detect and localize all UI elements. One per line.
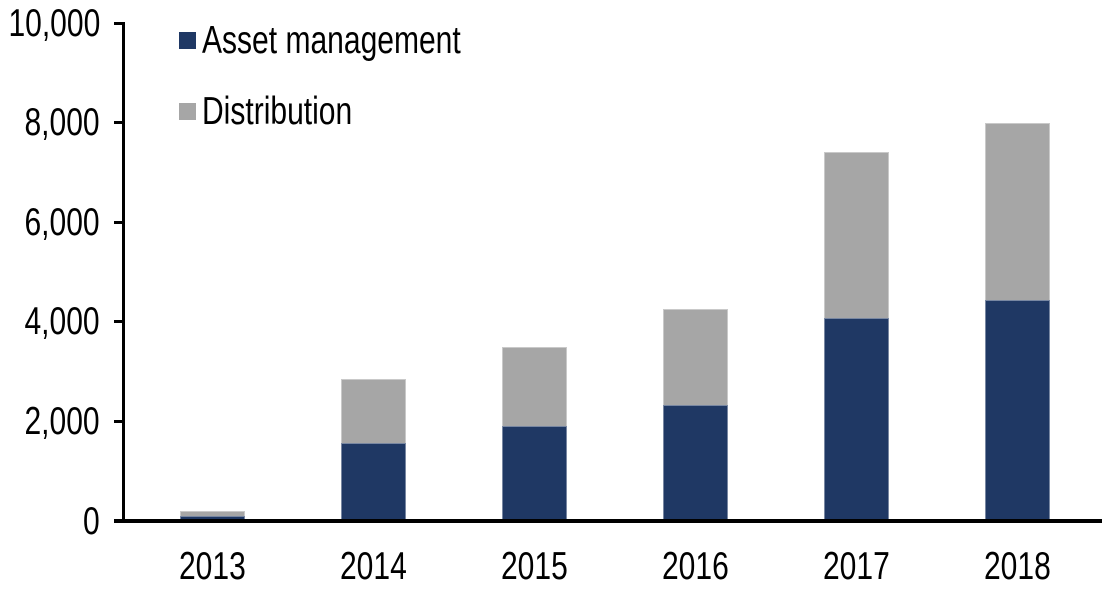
x-axis-tick-label-text: 2017 (823, 544, 890, 588)
bar-2014-asset-management (341, 443, 406, 521)
y-axis-tick-label-text: 10,000 (8, 1, 100, 45)
y-axis-tick (114, 21, 123, 25)
x-axis-tick-label: 2018 (938, 546, 1098, 586)
legend-swatch-distribution (179, 102, 196, 120)
x-axis-line (114, 519, 1102, 523)
x-axis-tick-label-text: 2014 (340, 544, 407, 588)
y-axis-tick-label-text: 2,000 (24, 399, 100, 443)
bar-2018-asset-management (985, 299, 1050, 521)
bar-2014-distribution (341, 378, 406, 444)
x-axis-tick-label: 2013 (133, 546, 293, 586)
y-axis-tick-label: 8,000 (0, 103, 100, 143)
y-axis-tick-label: 2,000 (0, 401, 100, 441)
x-axis-tick-label-text: 2013 (179, 544, 246, 588)
bar-2016-distribution (663, 309, 728, 405)
x-axis-tick-label: 2017 (777, 546, 937, 586)
x-axis-tick-label: 2014 (294, 546, 454, 586)
y-axis-tick-label-text: 6,000 (24, 200, 100, 244)
y-axis-tick-label: 0 (0, 501, 100, 541)
y-axis-tick (114, 121, 123, 125)
legend-swatch-asset-management (179, 31, 196, 49)
x-axis-tick-label: 2015 (455, 546, 615, 586)
y-axis-line (122, 22, 125, 523)
y-axis-tick-label-text: 0 (83, 499, 100, 543)
y-axis-tick-label: 4,000 (0, 302, 100, 342)
legend-label-asset-management: Asset management (202, 18, 461, 62)
y-axis-tick-label-text: 8,000 (24, 101, 100, 145)
bar-2013-distribution (180, 511, 245, 516)
y-axis-tick (114, 320, 123, 324)
y-axis-tick (114, 419, 123, 423)
y-axis-tick-label: 10,000 (0, 3, 100, 43)
y-axis-tick-label-text: 4,000 (24, 300, 100, 344)
x-axis-tick-label-text: 2018 (984, 544, 1051, 588)
bar-2016-asset-management (663, 404, 728, 521)
bar-2017-distribution (824, 152, 889, 319)
x-axis-tick-label-text: 2015 (501, 544, 568, 588)
bar-2015-distribution (502, 346, 567, 426)
y-axis-tick-label: 6,000 (0, 202, 100, 242)
bar-2015-asset-management (502, 425, 567, 521)
y-axis-tick (114, 220, 123, 224)
bar-2017-asset-management (824, 318, 889, 521)
bar-2018-distribution (985, 122, 1050, 300)
bar-2013-asset-management (180, 515, 245, 521)
legend-item-asset-management: Asset management (179, 18, 538, 62)
legend-label-distribution: Distribution (202, 89, 353, 133)
x-axis-tick-label-text: 2016 (662, 544, 729, 588)
legend-item-distribution: Distribution (179, 89, 397, 133)
x-axis-tick-label: 2016 (616, 546, 776, 586)
